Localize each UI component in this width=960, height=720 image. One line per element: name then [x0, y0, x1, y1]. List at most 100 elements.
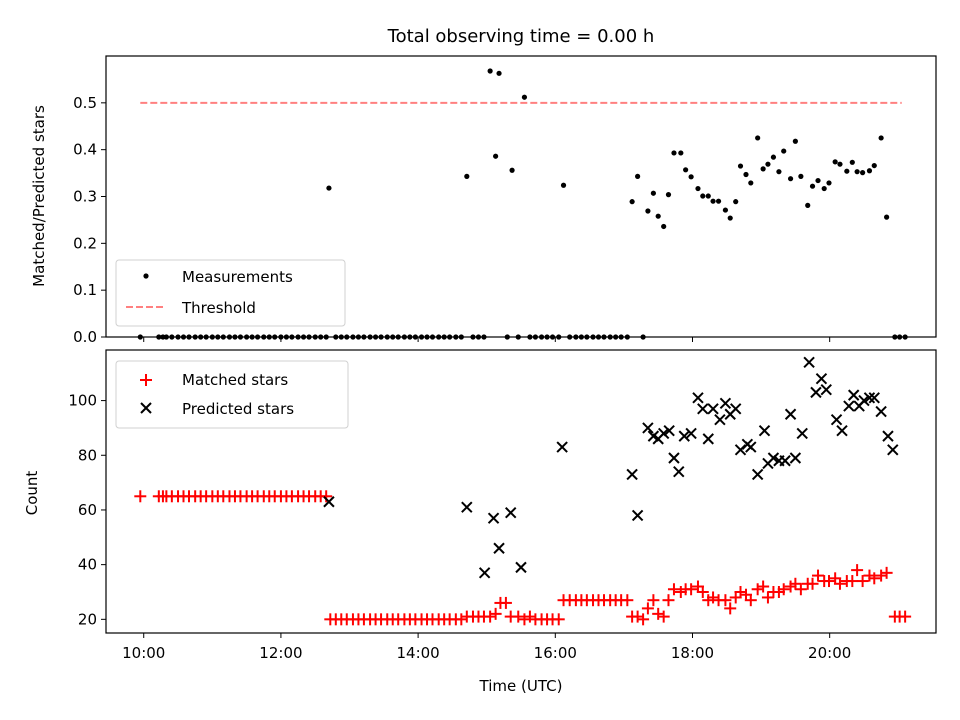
matched-star-point [880, 566, 893, 579]
measurement-point [727, 215, 733, 221]
measurement-point [521, 94, 528, 100]
top-ytick-label: 0.5 [73, 94, 97, 112]
measurement-point [866, 168, 873, 174]
xtick-label: 10:00 [122, 644, 165, 662]
measurement-point [805, 202, 811, 208]
matched-star-point [846, 575, 859, 588]
measurements-series [137, 68, 908, 340]
matched-star-point [523, 610, 536, 623]
bottom-panel: 20 40 60 80 100 10:00 12:00 14:00 16:00 18:00 20:… [23, 349, 937, 695]
matched-star-point [499, 596, 512, 609]
predicted-star-point [702, 433, 714, 445]
matched-star-point [641, 602, 654, 615]
predicted-star-point [815, 373, 828, 385]
bottom-plot-frame [105, 349, 937, 634]
predicted-star-point [729, 403, 742, 415]
measurement-point [743, 171, 749, 178]
predicted-star-point [626, 468, 638, 481]
x-axis-label: Time (UTC) [479, 677, 563, 695]
predicted-star-point [642, 422, 654, 434]
matched-star-point [455, 613, 468, 626]
predicted-star-point [820, 383, 832, 396]
matched-star-point [744, 594, 757, 607]
measurement-point [755, 135, 761, 141]
top-yaxis-ticks: 0.0 0.1 0.2 0.3 0.4 0.5 [73, 94, 106, 346]
matched-star-point [621, 594, 634, 607]
xtick-label: 12:00 [259, 644, 302, 662]
top-ytick-label: 0.3 [73, 188, 97, 206]
measurement-point [792, 138, 798, 144]
predicted-star-point [493, 542, 505, 554]
predicted-star-point [863, 392, 876, 404]
predicted-star-point [505, 506, 517, 519]
measurement-point [496, 70, 502, 76]
measurement-point [671, 150, 677, 156]
legend-measurements-marker [143, 273, 149, 279]
predicted-star-point [685, 427, 697, 440]
predicted-star-point [556, 441, 568, 453]
predicted-star-point [692, 392, 704, 404]
measurement-point [560, 182, 567, 188]
measurement-point [826, 180, 832, 186]
predicted-star-point [784, 408, 797, 420]
predicted-star-point [779, 455, 791, 467]
predicted-star-point [668, 452, 680, 464]
measurement-point [710, 198, 716, 204]
predicted-star-point [882, 430, 894, 442]
predicted-star-point [796, 427, 808, 440]
matched-star-point [806, 577, 819, 590]
predicted-star-point [323, 496, 335, 508]
bottom-yaxis-ticks: 20 40 60 80 100 [68, 392, 106, 628]
bottom-legend: Matched stars Predicted stars [115, 360, 349, 429]
matched-star-point [637, 613, 650, 626]
matched-star-point [833, 577, 846, 590]
measurement-point [715, 198, 722, 204]
matched-star-point [734, 585, 747, 598]
top-ytick-label: 0.4 [73, 141, 97, 159]
matched-star-point [875, 569, 888, 582]
matched-star-point [631, 610, 644, 623]
predicted-star-point [751, 468, 764, 481]
top-ytick-label: 0.2 [73, 234, 97, 252]
measurement-point [787, 176, 794, 182]
measurement-point [832, 159, 838, 165]
measurement-point [655, 213, 661, 219]
matched-star-point [789, 577, 802, 590]
top-xaxis-ticks [143, 337, 831, 342]
matched-star-point [685, 583, 698, 596]
predicted-star-point [714, 414, 726, 426]
predicted-star-point [767, 452, 780, 464]
measurement-point [645, 208, 651, 214]
measurement-point [722, 207, 729, 213]
predicted-star-point [843, 400, 855, 412]
predicted-star-point [631, 509, 644, 522]
measurement-point [798, 173, 804, 179]
legend-matched-label: Matched stars [182, 371, 288, 389]
measurement-point [326, 185, 332, 191]
measurement-point [705, 193, 711, 199]
measurement-point [635, 173, 641, 179]
legend-threshold-label: Threshold [181, 299, 256, 317]
predicted-star-point [657, 427, 670, 440]
matched-star-point [512, 610, 525, 623]
measurement-point [844, 168, 850, 174]
predicted-star-point [875, 405, 887, 418]
predicted-star-point [858, 394, 870, 407]
matched-star-point [761, 591, 774, 604]
xtick-label: 14:00 [396, 644, 439, 662]
measurement-point [878, 135, 884, 141]
measurement-point [629, 199, 635, 205]
matched-star-point [647, 594, 660, 607]
bottom-ytick-label: 20 [78, 610, 97, 628]
measurement-point [665, 192, 672, 198]
bottom-ytick-label: 40 [78, 556, 97, 574]
matched-star-point [868, 572, 881, 585]
top-legend-box [115, 259, 346, 327]
measurement-point [487, 68, 493, 74]
measurement-point [688, 174, 694, 180]
predicted-star-point [758, 424, 771, 437]
chart-title: Total observing time = 0.00 h [387, 26, 655, 47]
top-ylabel: Matched/Predicted stars [30, 105, 48, 287]
measurement-point [849, 159, 855, 165]
